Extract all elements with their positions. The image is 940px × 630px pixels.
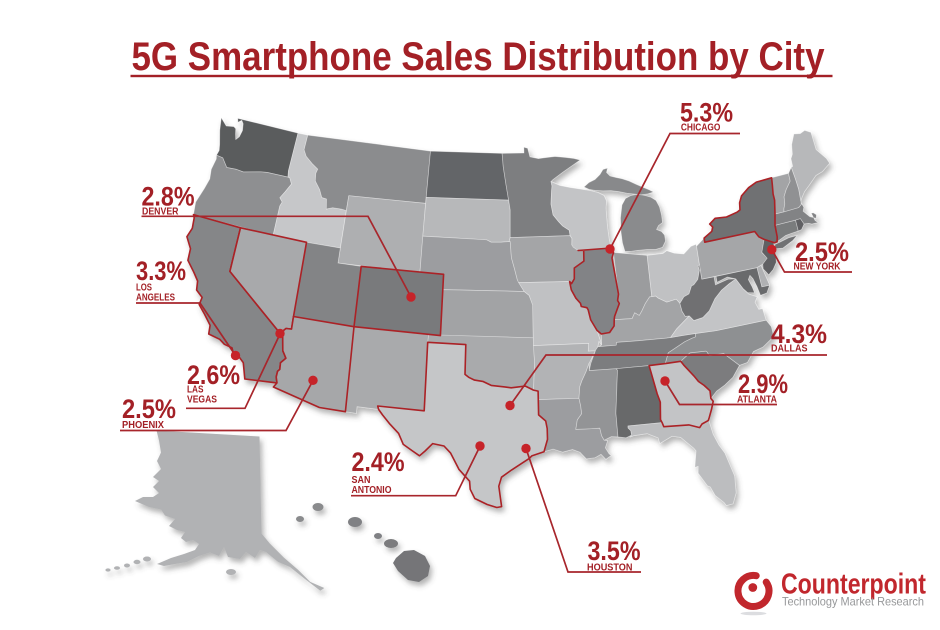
svg-text:DALLAS: DALLAS [771,343,808,355]
svg-text:SAN: SAN [352,474,371,486]
svg-text:2.9%: 2.9% [738,369,788,399]
svg-text:2.6%: 2.6% [187,360,240,390]
svg-text:Technology Market Research: Technology Market Research [782,595,924,609]
svg-text:5.3%: 5.3% [680,98,733,128]
svg-text:CHICAGO: CHICAGO [681,122,721,134]
svg-text:Counterpoint: Counterpoint [781,569,926,601]
svg-text:ANGELES: ANGELES [136,292,175,304]
svg-text:2.4%: 2.4% [352,447,405,477]
svg-text:3.3%: 3.3% [136,256,186,286]
svg-text:NEW YORK: NEW YORK [794,261,841,273]
svg-text:2.5%: 2.5% [122,394,176,424]
svg-text:DENVER: DENVER [142,206,179,218]
svg-text:2.8%: 2.8% [142,182,195,212]
svg-text:LOS: LOS [136,282,152,294]
svg-text:ATLANTA: ATLANTA [737,394,777,406]
svg-text:3.5%: 3.5% [588,536,641,566]
svg-text:ANTONIO: ANTONIO [352,484,392,496]
svg-text:2.5%: 2.5% [795,237,849,267]
svg-text:VEGAS: VEGAS [187,394,217,406]
svg-text:5G Smartphone Sales Distributi: 5G Smartphone Sales Distribution by City [132,35,825,79]
svg-text:PHOENIX: PHOENIX [122,419,164,431]
svg-text:LAS: LAS [187,384,204,396]
svg-text:HOUSTON: HOUSTON [587,562,633,574]
svg-text:4.3%: 4.3% [771,319,827,349]
